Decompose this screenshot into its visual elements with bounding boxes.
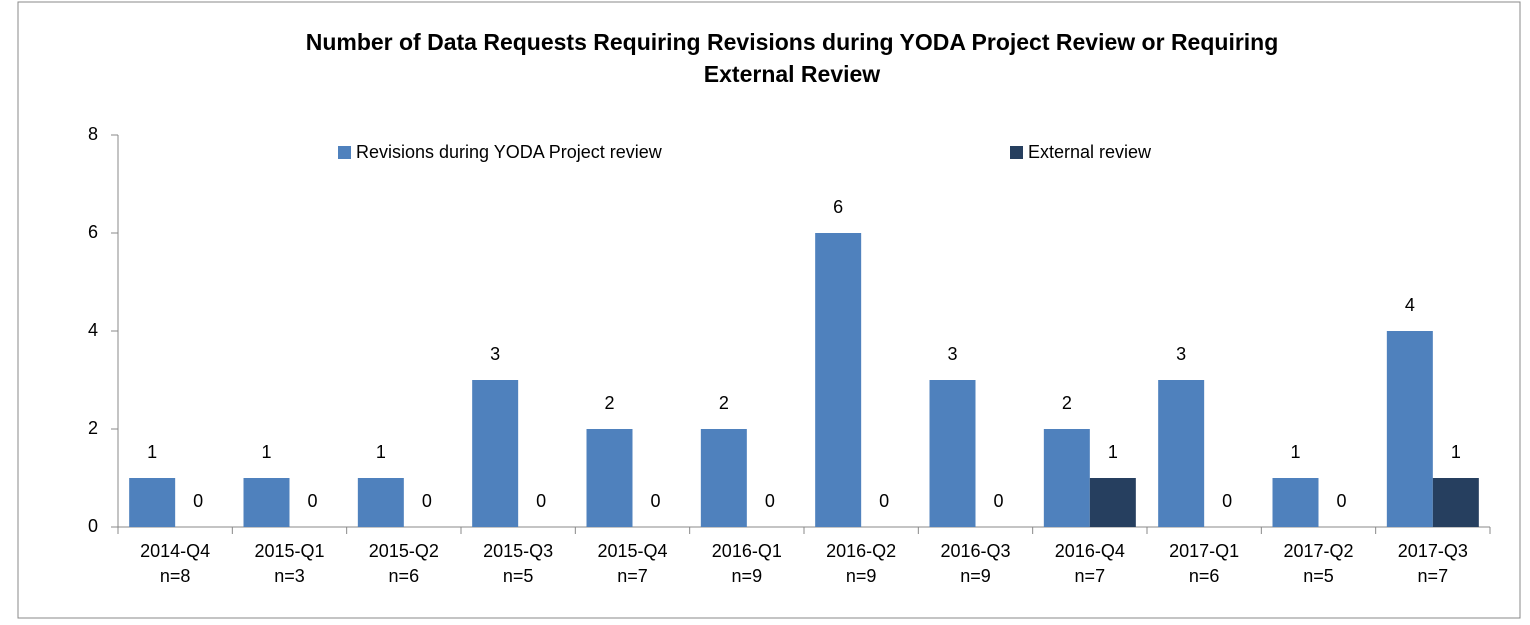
x-tick-label: 2017-Q1 xyxy=(1169,541,1239,561)
data-label: 1 xyxy=(147,442,157,462)
data-label: 1 xyxy=(1451,442,1461,462)
x-tick-sublabel: n=9 xyxy=(846,566,877,586)
data-label: 1 xyxy=(1290,442,1300,462)
bar xyxy=(1386,331,1433,527)
legend-label: Revisions during YODA Project review xyxy=(356,142,663,162)
x-tick-sublabel: n=5 xyxy=(503,566,534,586)
data-label: 1 xyxy=(376,442,386,462)
x-tick-sublabel: n=7 xyxy=(1075,566,1106,586)
x-tick-label: 2017-Q3 xyxy=(1398,541,1468,561)
y-tick-label: 2 xyxy=(88,418,98,438)
x-tick-sublabel: n=9 xyxy=(732,566,763,586)
data-label: 2 xyxy=(1062,393,1072,413)
x-tick-sublabel: n=8 xyxy=(160,566,191,586)
y-tick-label: 8 xyxy=(88,124,98,144)
data-label: 0 xyxy=(1336,491,1346,511)
x-tick-label: 2014-Q4 xyxy=(140,541,210,561)
bar xyxy=(357,478,404,527)
chart-title: External Review xyxy=(704,61,881,87)
data-label: 1 xyxy=(1108,442,1118,462)
data-label: 0 xyxy=(993,491,1003,511)
bar xyxy=(472,380,519,527)
x-tick-label: 2015-Q3 xyxy=(483,541,553,561)
data-label: 0 xyxy=(879,491,889,511)
data-label: 0 xyxy=(650,491,660,511)
bar xyxy=(129,478,176,527)
data-label: 2 xyxy=(604,393,614,413)
bar xyxy=(929,380,976,527)
data-label: 0 xyxy=(1222,491,1232,511)
data-label: 4 xyxy=(1405,295,1415,315)
bar xyxy=(243,478,290,527)
data-label: 0 xyxy=(307,491,317,511)
bar xyxy=(1158,380,1205,527)
data-label: 1 xyxy=(261,442,271,462)
x-tick-sublabel: n=3 xyxy=(274,566,305,586)
x-tick-label: 2017-Q2 xyxy=(1283,541,1353,561)
x-tick-sublabel: n=9 xyxy=(960,566,991,586)
x-tick-label: 2016-Q3 xyxy=(940,541,1010,561)
y-tick-label: 4 xyxy=(88,320,98,340)
data-label: 0 xyxy=(193,491,203,511)
data-label: 2 xyxy=(719,393,729,413)
legend-swatch xyxy=(1010,146,1023,159)
x-tick-label: 2016-Q2 xyxy=(826,541,896,561)
x-tick-sublabel: n=7 xyxy=(1418,566,1449,586)
x-tick-sublabel: n=6 xyxy=(1189,566,1220,586)
legend-label: External review xyxy=(1028,142,1152,162)
x-tick-sublabel: n=7 xyxy=(617,566,648,586)
data-label: 0 xyxy=(765,491,775,511)
data-label: 3 xyxy=(1176,344,1186,364)
x-tick-sublabel: n=6 xyxy=(389,566,420,586)
bar xyxy=(1043,429,1090,527)
data-label: 3 xyxy=(947,344,957,364)
x-tick-label: 2015-Q2 xyxy=(369,541,439,561)
x-tick-label: 2016-Q1 xyxy=(712,541,782,561)
data-label: 0 xyxy=(422,491,432,511)
bar xyxy=(700,429,747,527)
x-tick-label: 2016-Q4 xyxy=(1055,541,1125,561)
legend-swatch xyxy=(338,146,351,159)
y-tick-label: 6 xyxy=(88,222,98,242)
bar xyxy=(815,233,862,527)
data-label: 3 xyxy=(490,344,500,364)
bar xyxy=(586,429,633,527)
bar xyxy=(1272,478,1319,527)
data-label: 6 xyxy=(833,197,843,217)
x-tick-label: 2015-Q4 xyxy=(597,541,667,561)
bar xyxy=(1432,478,1479,527)
chart-title: Number of Data Requests Requiring Revisi… xyxy=(306,29,1279,55)
x-tick-sublabel: n=5 xyxy=(1303,566,1334,586)
bar xyxy=(1089,478,1136,527)
y-tick-label: 0 xyxy=(88,516,98,536)
x-tick-label: 2015-Q1 xyxy=(254,541,324,561)
data-label: 0 xyxy=(536,491,546,511)
